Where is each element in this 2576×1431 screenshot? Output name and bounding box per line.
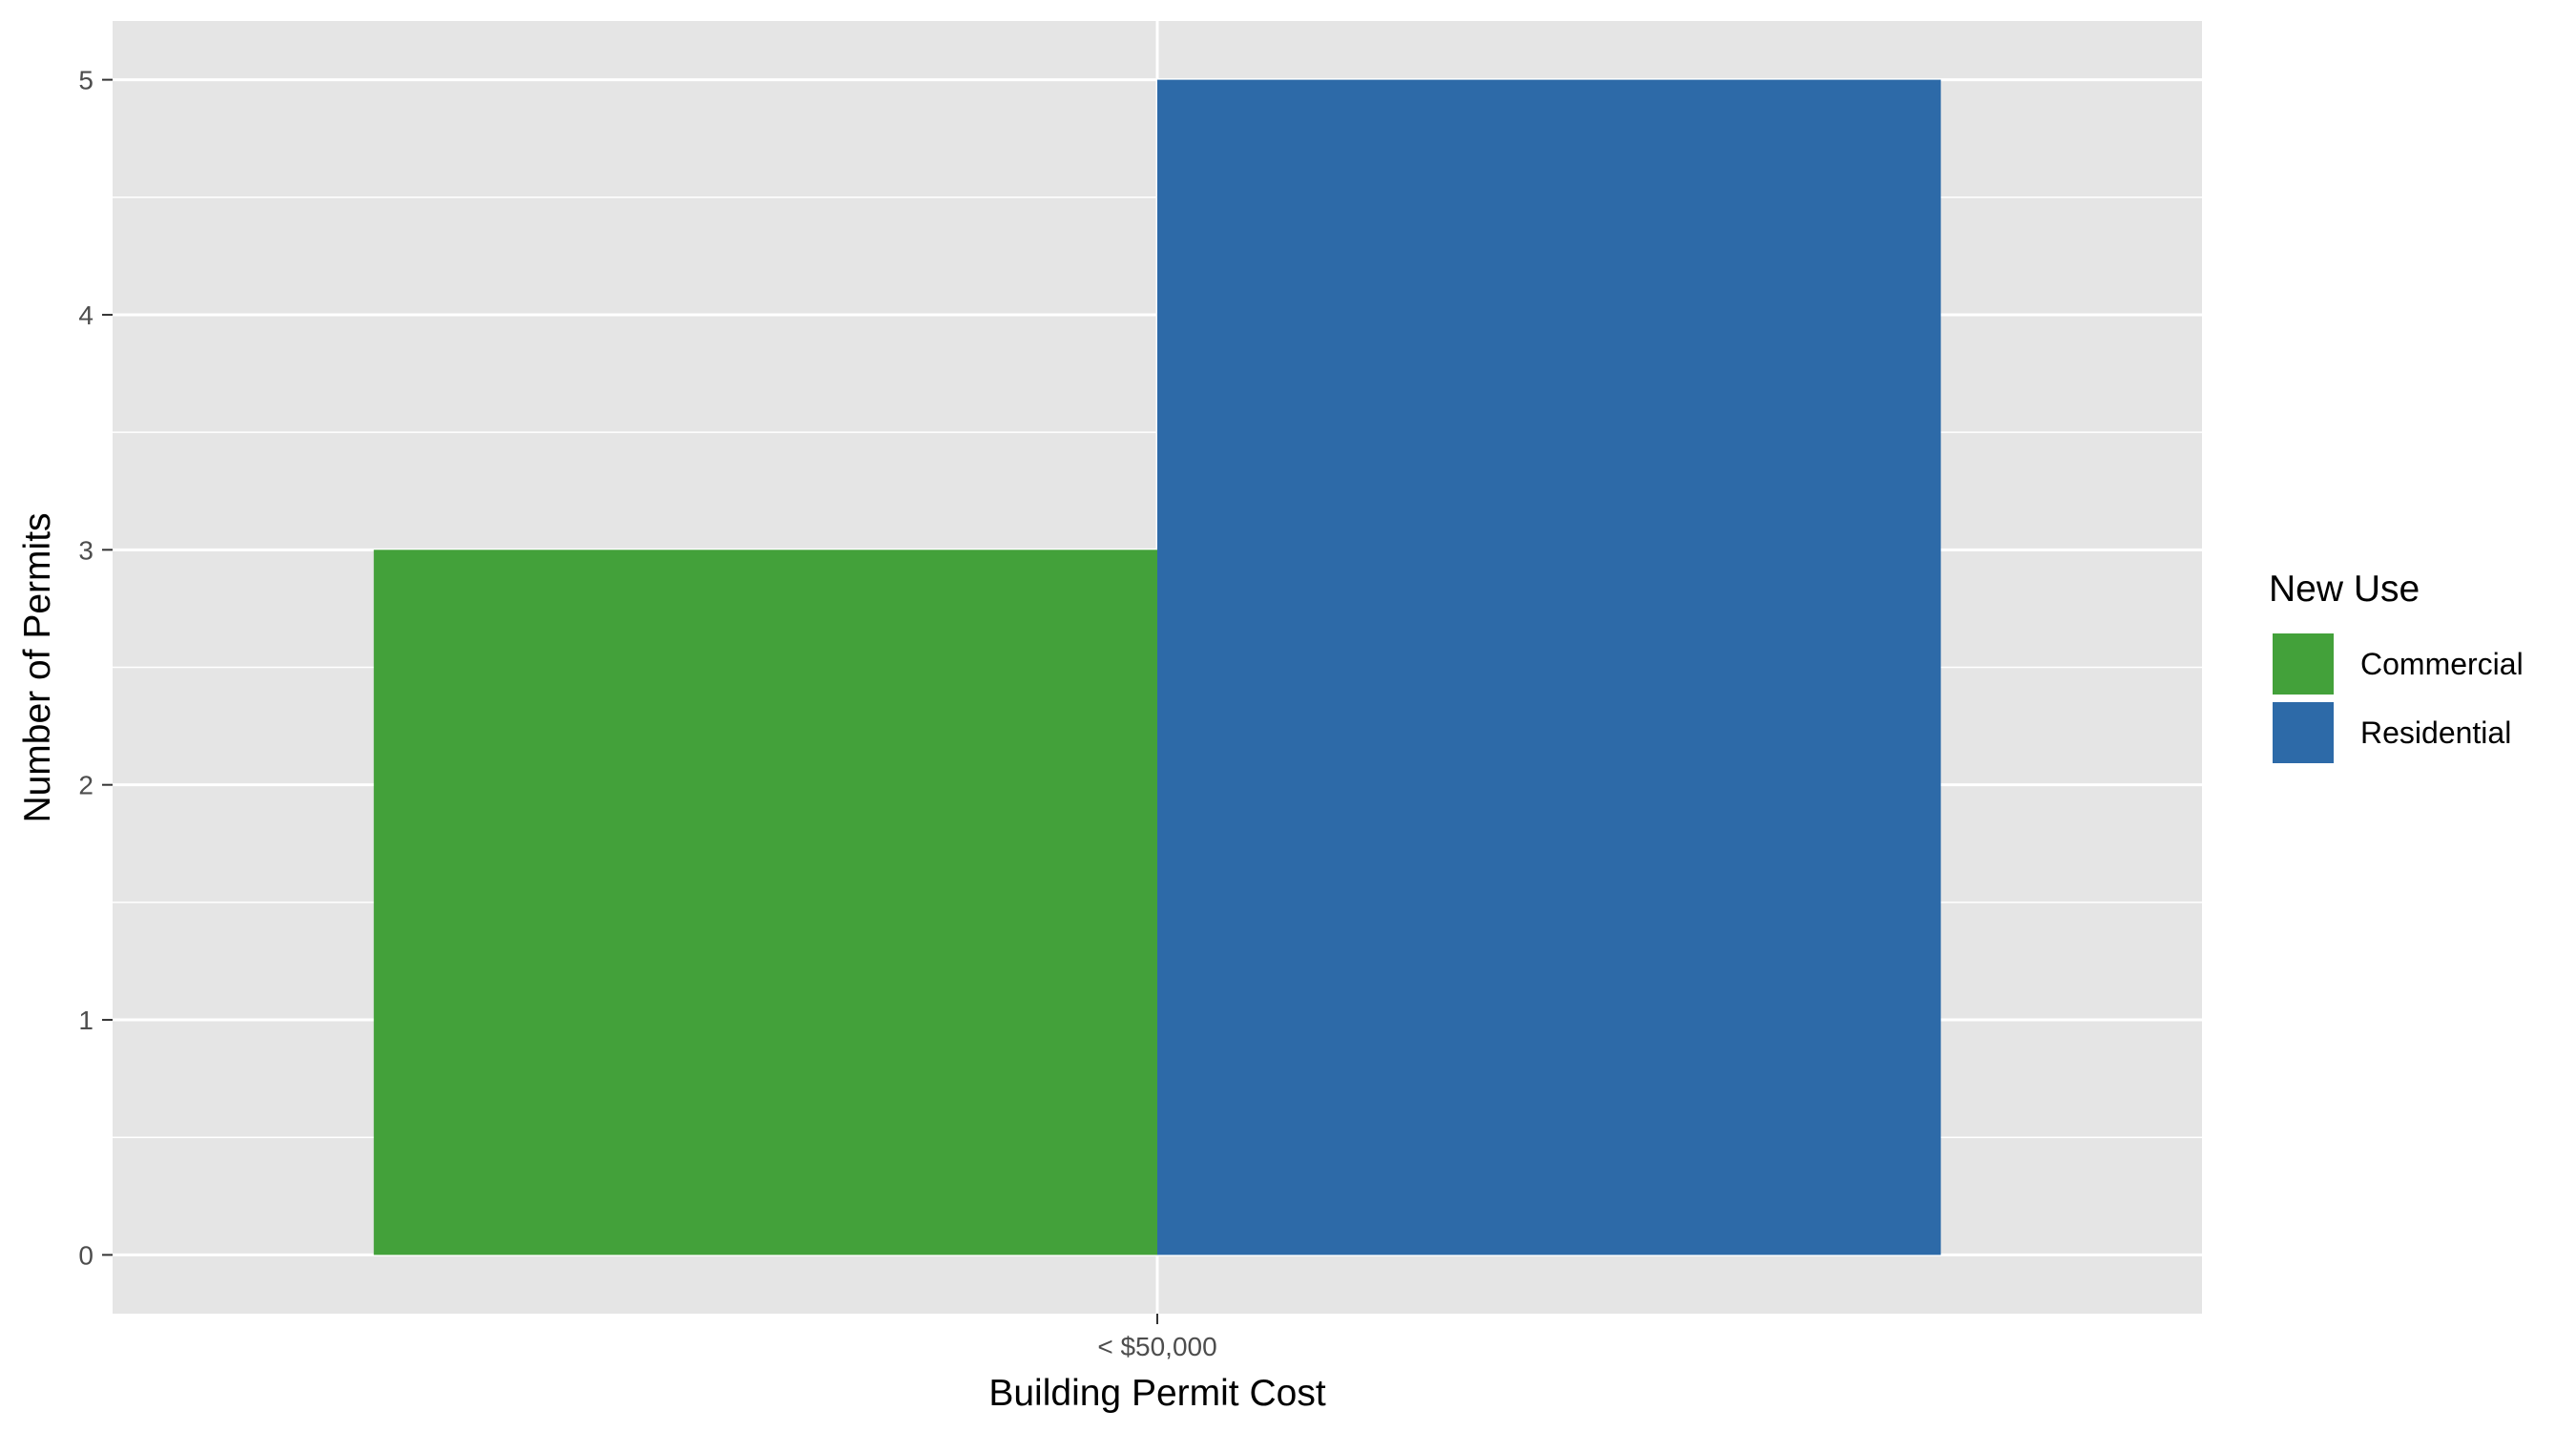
- legend: New Use Commercial Residential: [2269, 569, 2524, 765]
- legend-key-commercial: [2271, 632, 2336, 696]
- legend-label-residential: Residential: [2360, 716, 2511, 750]
- y-tick-label: 1: [78, 1006, 93, 1035]
- y-axis-title: Number of Permits: [17, 512, 58, 822]
- y-tick-label: 0: [78, 1240, 93, 1270]
- x-tick-label: < $50,000: [1097, 1332, 1216, 1361]
- legend-key-residential: [2271, 700, 2336, 765]
- legend-label-commercial: Commercial: [2360, 647, 2524, 681]
- y-tick-label: 4: [78, 301, 93, 330]
- x-axis-title: Building Permit Cost: [988, 1373, 1325, 1414]
- legend-title: New Use: [2269, 569, 2420, 610]
- y-tick-label: 5: [78, 66, 93, 95]
- y-tick-label: 3: [78, 535, 93, 565]
- y-tick-label: 2: [78, 771, 93, 800]
- bars: [373, 79, 1942, 1255]
- bar-residential: [1157, 79, 1942, 1255]
- bar-commercial: [373, 550, 1157, 1255]
- x-axis: < $50,000: [1097, 1314, 1217, 1361]
- y-axis: 0 1 2 3 4 5: [78, 66, 113, 1270]
- legend-items: Commercial Residential: [2271, 632, 2524, 765]
